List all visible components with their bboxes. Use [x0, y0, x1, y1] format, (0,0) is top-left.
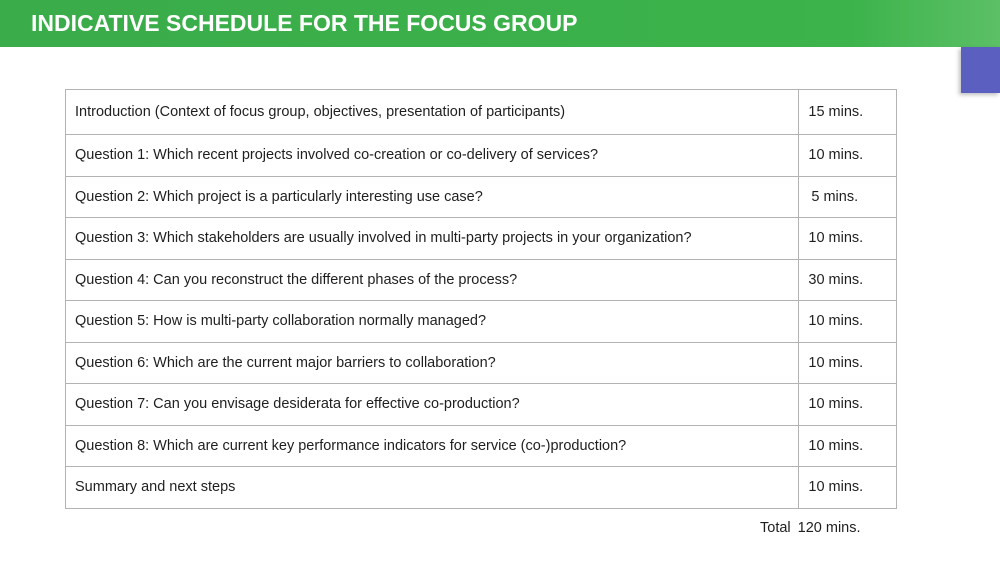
table-row: Question 3: Which stakeholders are usual…: [64, 217, 897, 260]
table-row: Question 1: Which recent projects involv…: [64, 134, 897, 177]
schedule-topic-cell: Question 5: How is multi-party collabora…: [64, 300, 800, 343]
corner-accent-tab: [961, 47, 1000, 93]
schedule-topic-cell: Summary and next steps: [64, 466, 800, 509]
total-duration: Total 120 mins.: [760, 520, 861, 536]
title-bar: INDICATIVE SCHEDULE FOR THE FOCUS GROUP: [0, 0, 1000, 47]
schedule-duration-cell: 30 mins.: [798, 258, 897, 301]
table-row: Question 6: Which are the current major …: [64, 341, 897, 384]
schedule-duration-cell: 10 mins.: [798, 341, 897, 384]
schedule-topic-cell: Question 7: Can you envisage desiderata …: [64, 383, 800, 426]
schedule-topic-cell: Question 3: Which stakeholders are usual…: [64, 217, 800, 260]
total-label: Total: [760, 520, 791, 536]
page-title: INDICATIVE SCHEDULE FOR THE FOCUS GROUP: [31, 10, 578, 36]
schedule-topic-cell: Question 8: Which are current key perfor…: [64, 424, 800, 467]
schedule-topic-cell: Question 4: Can you reconstruct the diff…: [64, 258, 800, 301]
table-row: Question 5: How is multi-party collabora…: [64, 300, 897, 343]
schedule-duration-cell: 10 mins.: [798, 383, 897, 426]
schedule-topic-cell: Question 6: Which are the current major …: [64, 341, 800, 384]
table-row: Summary and next steps 10 mins.: [64, 466, 897, 509]
schedule-topic-cell: Introduction (Context of focus group, ob…: [64, 89, 800, 135]
table-row: Introduction (Context of focus group, ob…: [64, 89, 897, 135]
schedule-duration-cell: 5 mins.: [798, 175, 897, 218]
schedule-duration-cell: 10 mins.: [798, 134, 897, 177]
total-value: 120 mins.: [797, 520, 861, 536]
table-row: Question 8: Which are current key perfor…: [64, 424, 897, 467]
table-row: Question 4: Can you reconstruct the diff…: [64, 258, 897, 301]
schedule-duration-cell: 10 mins.: [798, 217, 897, 260]
table-row: Question 7: Can you envisage desiderata …: [64, 383, 897, 426]
schedule-duration-cell: 10 mins.: [798, 424, 897, 467]
schedule-topic-cell: Question 1: Which recent projects involv…: [64, 134, 800, 177]
schedule-topic-cell: Question 2: Which project is a particula…: [64, 175, 800, 218]
schedule-duration-cell: 15 mins.: [798, 89, 897, 135]
schedule-duration-cell: 10 mins.: [798, 466, 897, 509]
schedule-table: Introduction (Context of focus group, ob…: [64, 89, 897, 509]
table-row: Question 2: Which project is a particula…: [64, 175, 897, 218]
schedule-duration-cell: 10 mins.: [798, 300, 897, 343]
